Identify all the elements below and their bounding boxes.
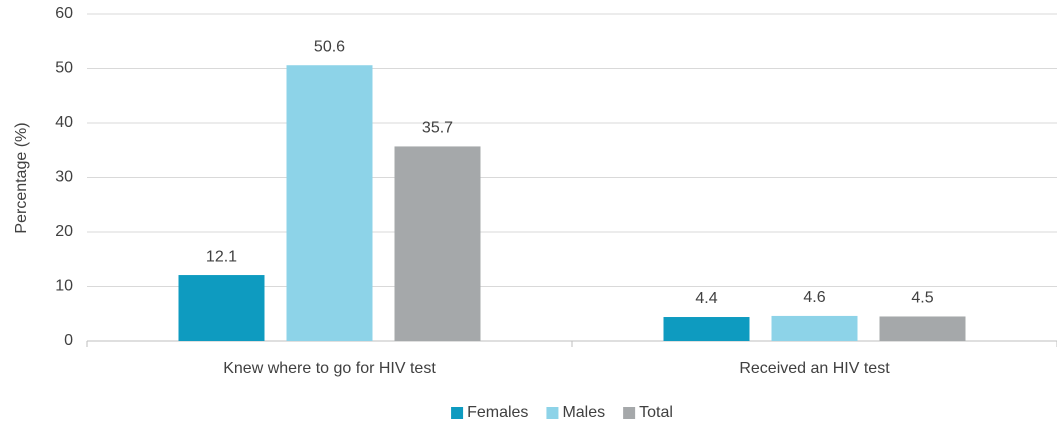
y-tick-label: 30 [55, 169, 73, 186]
bar [394, 146, 481, 341]
data-label: 35.7 [422, 120, 453, 137]
y-tick-label: 0 [64, 332, 73, 349]
data-label: 4.4 [695, 290, 717, 307]
bar [663, 317, 750, 341]
data-label: 50.6 [314, 38, 345, 55]
legend-swatch [623, 407, 636, 419]
legend-label: Females [467, 404, 528, 421]
bar [771, 315, 858, 341]
bar [178, 275, 265, 341]
bar [286, 65, 373, 341]
legend-swatch [546, 407, 559, 419]
y-tick-label: 20 [55, 223, 73, 240]
legend-label: Total [639, 404, 673, 421]
x-tick-label: Knew where to go for HIV test [223, 360, 436, 377]
legend-label: Males [562, 404, 605, 421]
y-axis-label: Percentage (%) [13, 122, 30, 233]
y-tick-label: 10 [55, 278, 73, 295]
legend-swatch [451, 407, 464, 419]
data-label: 4.5 [911, 290, 933, 307]
y-tick-label: 60 [55, 5, 73, 22]
bar [879, 316, 966, 341]
data-label: 12.1 [206, 248, 237, 265]
data-label: 4.6 [803, 289, 825, 306]
y-tick-label: 40 [55, 114, 73, 131]
y-tick-label: 50 [55, 60, 73, 77]
x-tick-label: Received an HIV test [739, 360, 890, 377]
legend: Females Males Total [451, 404, 673, 421]
